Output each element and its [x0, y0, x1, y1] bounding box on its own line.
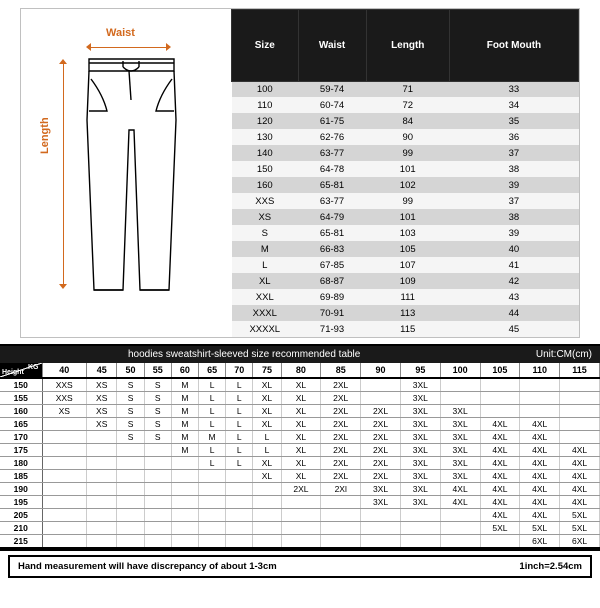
rec-corner: KGHeight: [0, 363, 42, 378]
rec-row: 175MLLLXL2XL2XL3XL3XL4XL4XL4XL: [0, 444, 600, 457]
size-row: 13062-769036: [232, 129, 579, 145]
rec-row: 170SSMMLLXL2XL2XL3XL3XL4XL4XL: [0, 431, 600, 444]
rec-row: 1953XL3XL4XL4XL4XL4XL: [0, 496, 600, 509]
size-row: 12061-758435: [232, 113, 579, 129]
rec-weight-header: 55: [144, 363, 171, 378]
pants-diagram: Waist Length: [21, 9, 231, 337]
rec-table: KGHeight40455055606570758085909510010511…: [0, 363, 600, 549]
rec-weight-header: 60: [171, 363, 198, 378]
rec-row: 2156XL6XL: [0, 535, 600, 549]
rec-weight-header: 40: [42, 363, 86, 378]
waist-label: Waist: [106, 27, 135, 39]
rec-row: 165XSSSMLLXLXL2XL2XL3XL3XL4XL4XL: [0, 418, 600, 431]
footer-text: Hand measurement will have discrepancy o…: [18, 561, 277, 572]
rec-row: 180LLXLXL2XL2XL3XL3XL4XL4XL4XL: [0, 457, 600, 470]
size-row: XXL69-8911143: [232, 289, 579, 305]
footer-conv: 1inch=2.54cm: [519, 561, 582, 572]
rec-weight-header: 90: [361, 363, 401, 378]
rec-weight-header: 50: [117, 363, 144, 378]
size-row: S65-8110339: [232, 225, 579, 241]
size-row: L67-8510741: [232, 257, 579, 273]
rec-title: hoodies sweatshirt-sleeved size recommen…: [128, 349, 360, 360]
rec-row: 2105XL5XL5XL: [0, 522, 600, 535]
rec-weight-header: 100: [440, 363, 480, 378]
footer-note: Hand measurement will have discrepancy o…: [8, 555, 592, 578]
rec-row: 185XLXL2XL2XL3XL3XL4XL4XL4XL: [0, 470, 600, 483]
length-arrow: [59, 59, 69, 289]
size-header: Waist: [298, 10, 366, 82]
size-row: XXXL70-9111344: [232, 305, 579, 321]
rec-weight-header: 110: [520, 363, 560, 378]
rec-unit: Unit:CM(cm): [536, 349, 592, 360]
rec-weight-header: 65: [199, 363, 226, 378]
size-row: XL68-8710942: [232, 273, 579, 289]
rec-weight-header: 95: [400, 363, 440, 378]
size-table-area: SizeWaistLengthFoot Mouth10059-747133110…: [231, 9, 579, 337]
rec-weight-header: 115: [560, 363, 600, 378]
size-row: XS64-7910138: [232, 209, 579, 225]
size-header: Length: [366, 10, 449, 82]
top-section: Waist Length SizeWaistLengthFoot: [20, 8, 580, 338]
size-header: Size: [232, 10, 299, 82]
rec-weight-header: 45: [86, 363, 116, 378]
rec-row: 150XXSXSSSMLLXLXL2XL3XL: [0, 378, 600, 392]
size-header: Foot Mouth: [449, 10, 578, 82]
size-row: 15064-7810138: [232, 161, 579, 177]
size-row: XXXXL71-9311545: [232, 321, 579, 337]
length-label: Length: [39, 117, 51, 154]
size-row: M66-8310540: [232, 241, 579, 257]
bottom-section: hoodies sweatshirt-sleeved size recommen…: [0, 344, 600, 551]
rec-row: 160XSXSSSMLLXLXL2XL2XL3XL3XL: [0, 405, 600, 418]
size-row: XXS63-779937: [232, 193, 579, 209]
size-table: SizeWaistLengthFoot Mouth10059-747133110…: [231, 9, 579, 337]
size-row: 16065-8110239: [232, 177, 579, 193]
rec-weight-header: 105: [480, 363, 520, 378]
rec-header: hoodies sweatshirt-sleeved size recommen…: [0, 346, 600, 363]
rec-weight-header: 85: [321, 363, 361, 378]
rec-weight-header: 80: [281, 363, 321, 378]
rec-row: 1902XL2Xl3XL3XL4XL4XL4XL4XL: [0, 483, 600, 496]
rec-weight-header: 75: [253, 363, 281, 378]
rec-row: 155XXSXSSSMLLXLXL2XL3XL: [0, 392, 600, 405]
rec-weight-header: 70: [226, 363, 253, 378]
rec-row: 2054XL4XL5XL: [0, 509, 600, 522]
size-row: 10059-747133: [232, 81, 579, 97]
waist-arrow: [86, 43, 171, 53]
size-row: 11060-747234: [232, 97, 579, 113]
pants-icon: [79, 55, 184, 295]
size-row: 14063-779937: [232, 145, 579, 161]
